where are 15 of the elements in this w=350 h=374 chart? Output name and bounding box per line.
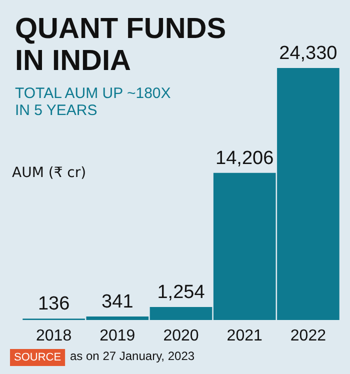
text: TOTAL AUM UP ~180X IN 5 YEARS: [15, 85, 171, 119]
text: SOURCE: [14, 352, 62, 364]
data-label: 1,254: [157, 282, 206, 304]
y-axis-title: AUM (₹ cr): [12, 165, 86, 181]
x-tick-label: 2021: [226, 328, 262, 344]
data-label: 341: [102, 291, 134, 312]
data-label: 136: [38, 294, 70, 315]
chart-title: QUANT FUNDS IN INDIA: [15, 13, 226, 77]
x-tick-label: 2022: [290, 328, 326, 344]
data-label: 24,330: [279, 43, 338, 64]
data-label: 14,206: [216, 148, 274, 169]
x-tick-label: 2020: [163, 328, 199, 344]
x-tick-label: 2019: [100, 328, 136, 344]
text: as on 27 January, 2023: [70, 349, 195, 363]
x-tick-label: 2018: [36, 328, 72, 344]
